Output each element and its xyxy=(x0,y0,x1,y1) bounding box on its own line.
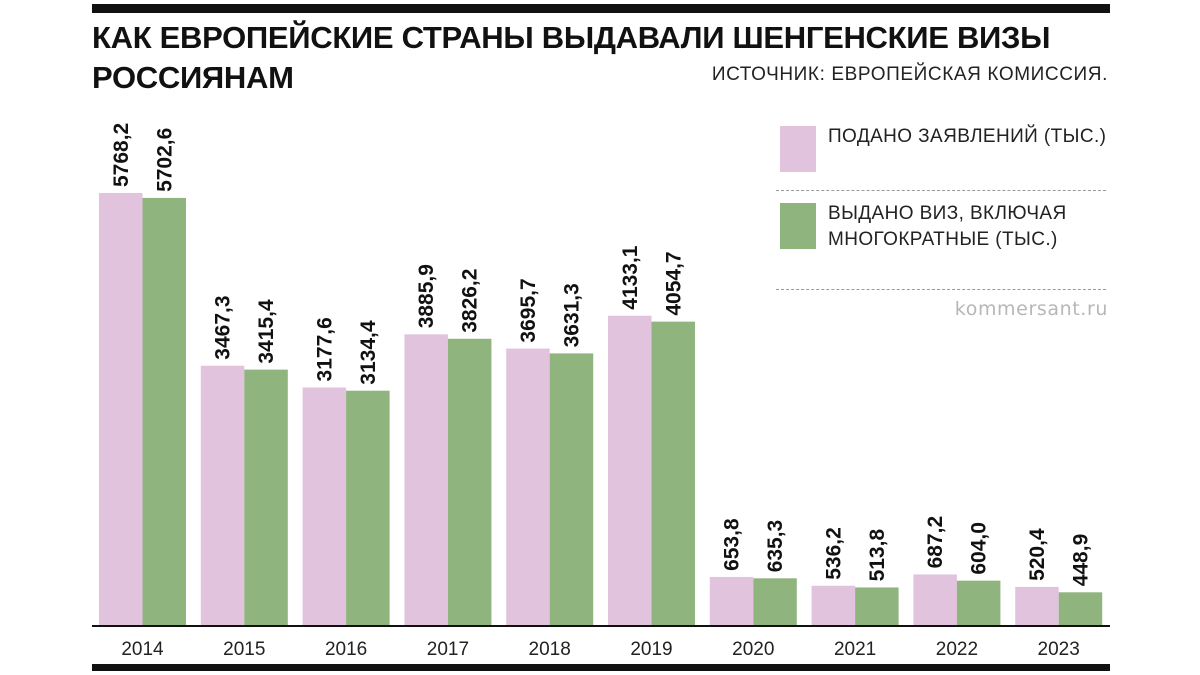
data-label-applications: 3177,6 xyxy=(313,317,336,381)
legend-label-applications: ПОДАНО ЗАЯВЛЕНИЙ (ТЫС.) xyxy=(828,126,1107,147)
data-label-applications: 3885,9 xyxy=(415,264,438,328)
x-tick-label: 2022 xyxy=(936,639,978,660)
data-label-visas: 635,3 xyxy=(764,520,787,573)
chart-title: КАК ЕВРОПЕЙСКИЕ СТРАНЫ ВЫДАВАЛИ ШЕНГЕНСК… xyxy=(92,20,1051,95)
bar-applications xyxy=(913,574,957,626)
data-label-visas: 3134,4 xyxy=(357,320,380,385)
bar-visas xyxy=(549,353,594,626)
data-label-visas: 604,0 xyxy=(968,522,991,575)
bar-visas xyxy=(244,369,288,626)
legend: ПОДАНО ЗАЯВЛЕНИЙ (ТЫС.) ВЫДАНО ВИЗ, ВКЛЮ… xyxy=(776,112,1106,290)
bar-visas xyxy=(142,197,186,626)
bar-visas xyxy=(855,587,899,626)
data-label-applications: 4133,1 xyxy=(619,245,642,310)
legend-item-visas: ВЫДАНО ВИЗ, ВКЛЮЧАЯ МНОГОКРАТНЫЕ (ТЫС.) xyxy=(776,191,1106,290)
data-label-applications: 3467,3 xyxy=(212,295,235,359)
bar-visas xyxy=(956,580,1001,626)
data-label-applications: 536,2 xyxy=(822,527,845,580)
x-tick-label: 2020 xyxy=(732,639,774,660)
x-tick-label: 2018 xyxy=(529,639,571,660)
bar-applications xyxy=(404,334,448,626)
bar-applications xyxy=(811,585,856,626)
data-label-applications: 520,4 xyxy=(1026,528,1049,581)
legend-label-visas: ВЫДАНО ВИЗ, ВКЛЮЧАЯ МНОГОКРАТНЫЕ (ТЫС.) xyxy=(828,203,1067,250)
data-label-visas: 3631,3 xyxy=(560,283,583,347)
data-label-visas: 3415,4 xyxy=(255,299,278,364)
x-tick-label: 2015 xyxy=(223,639,265,660)
bar-visas xyxy=(346,390,390,626)
bar-applications xyxy=(302,387,347,626)
data-label-visas: 448,9 xyxy=(1069,534,1092,587)
bar-visas xyxy=(753,578,797,626)
bar-applications xyxy=(99,193,143,626)
bottom-rule xyxy=(92,664,1110,671)
legend-item-applications: ПОДАНО ЗАЯВЛЕНИЙ (ТЫС.) xyxy=(776,112,1106,191)
legend-swatch-visas xyxy=(780,203,816,249)
bar-visas xyxy=(1058,592,1103,626)
data-label-visas: 3826,2 xyxy=(459,269,482,333)
data-label-applications: 5768,2 xyxy=(110,123,133,187)
bar-applications xyxy=(709,576,754,626)
data-label-applications: 3695,7 xyxy=(517,278,540,342)
data-label-visas: 513,8 xyxy=(866,529,889,582)
bar-visas xyxy=(447,338,492,626)
bar-visas xyxy=(651,321,695,626)
watermark: kommersant.ru xyxy=(954,298,1108,320)
data-label-applications: 653,8 xyxy=(721,518,744,571)
bar-applications xyxy=(608,315,652,626)
x-tick-label: 2014 xyxy=(121,639,164,660)
x-tick-label: 2019 xyxy=(630,639,672,660)
data-label-visas: 5702,6 xyxy=(153,128,176,192)
x-tick-label: 2023 xyxy=(1038,639,1080,660)
x-tick-label: 2017 xyxy=(427,639,469,660)
top-rule xyxy=(92,4,1110,13)
bar-applications xyxy=(200,365,245,626)
source-note: ИСТОЧНИК: ЕВРОПЕЙСКАЯ КОМИССИЯ. xyxy=(711,64,1108,85)
bar-applications xyxy=(1015,586,1059,626)
data-label-applications: 687,2 xyxy=(924,516,947,569)
data-label-visas: 4054,7 xyxy=(662,251,685,315)
bar-applications xyxy=(506,348,550,626)
x-tick-label: 2016 xyxy=(325,639,367,660)
legend-swatch-applications xyxy=(780,126,816,172)
x-tick-label: 2021 xyxy=(834,639,876,660)
